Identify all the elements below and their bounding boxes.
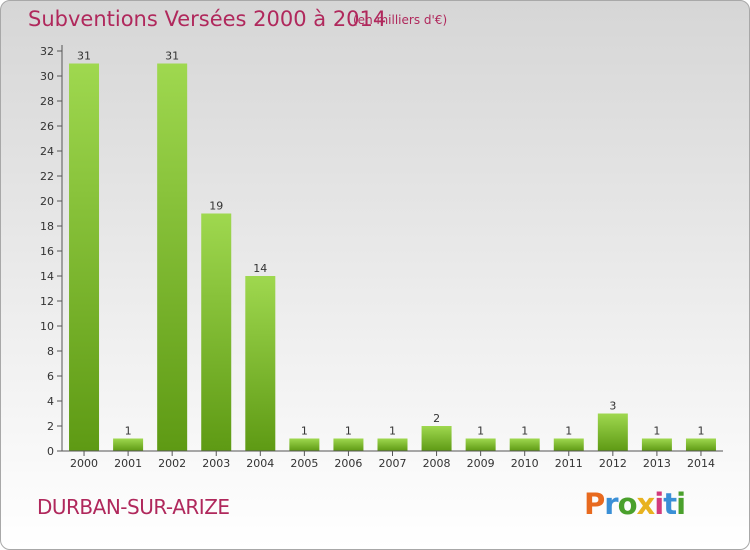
y-tick-label: 20 [40, 195, 54, 208]
chart-title: Subventions Versées 2000 à 2014 [28, 7, 387, 31]
bar-value-label: 31 [165, 50, 179, 63]
bar-2004 [245, 276, 276, 451]
y-tick-label: 2 [47, 420, 54, 433]
bar-value-label: 31 [77, 50, 91, 63]
x-axis: 2000 2001 2002 2003 2004 2005 2006 2007 2008 2009… [62, 450, 723, 470]
x-tick-label: 2001 [114, 457, 142, 470]
town-name: DURBAN-SUR-ARIZE [37, 495, 230, 519]
y-tick-label: 12 [40, 295, 54, 308]
x-tick-label: 2005 [290, 457, 318, 470]
bar-value-label: 1 [477, 425, 484, 438]
x-tick-label: 2014 [687, 457, 715, 470]
bar-value-label: 1 [125, 425, 132, 438]
x-tick-label: 2000 [70, 457, 98, 470]
chart-unit-subtitle: (en milliers d'€) [353, 13, 448, 27]
bar-2003 [201, 213, 232, 451]
y-tick-label: 16 [40, 245, 54, 258]
proxiti-logo[interactable]: Proxiti [584, 487, 686, 521]
x-tick-label: 2006 [334, 457, 362, 470]
bar-2008 [421, 426, 452, 451]
bar-2012 [597, 413, 628, 451]
x-tick-label: 2011 [555, 457, 583, 470]
x-tick-label: 2012 [599, 457, 627, 470]
x-tick-label: 2010 [511, 457, 539, 470]
bar-value-label: 19 [209, 200, 223, 213]
bar-value-label: 1 [301, 425, 308, 438]
bar-value-label: 3 [609, 400, 616, 413]
x-tick-label: 2004 [246, 457, 274, 470]
bar-2000 [69, 63, 100, 451]
bar-2011 [553, 438, 584, 451]
bar-value-label: 1 [345, 425, 352, 438]
bar-2005 [289, 438, 320, 451]
x-tick-label: 2002 [158, 457, 186, 470]
y-tick-label: 30 [40, 70, 54, 83]
y-tick-label: 4 [47, 395, 54, 408]
bar-value-label: 14 [253, 262, 267, 275]
x-tick-label: 2008 [423, 457, 451, 470]
y-tick-label: 28 [40, 95, 54, 108]
x-tick-label: 2013 [643, 457, 671, 470]
y-tick-label: 26 [40, 120, 54, 133]
x-tick-label: 2007 [379, 457, 407, 470]
bar-2009 [465, 438, 496, 451]
bar-value-label: 2 [433, 412, 440, 425]
bar-value-label: 1 [389, 425, 396, 438]
bar-2014 [685, 438, 716, 451]
bar-2001 [113, 438, 144, 451]
y-tick-label: 10 [40, 320, 54, 333]
bar-value-label: 1 [565, 425, 572, 438]
bar-2006 [333, 438, 364, 451]
bar-value-label: 1 [697, 425, 704, 438]
y-tick-label: 18 [40, 220, 54, 233]
y-tick-label: 14 [40, 270, 54, 283]
bar-value-label: 1 [521, 425, 528, 438]
y-tick-label: 6 [47, 370, 54, 383]
y-tick-label: 24 [40, 145, 54, 158]
bar-2002 [157, 63, 188, 451]
y-tick-label: 22 [40, 170, 54, 183]
bar-2007 [377, 438, 408, 451]
x-tick-label: 2009 [467, 457, 495, 470]
bar-2013 [641, 438, 672, 451]
bar-value-label: 1 [653, 425, 660, 438]
y-tick-label: 0 [47, 445, 54, 458]
bar-2010 [509, 438, 540, 451]
x-tick-label: 2003 [202, 457, 230, 470]
y-tick-label: 32 [40, 45, 54, 58]
y-tick-label: 8 [47, 345, 54, 358]
